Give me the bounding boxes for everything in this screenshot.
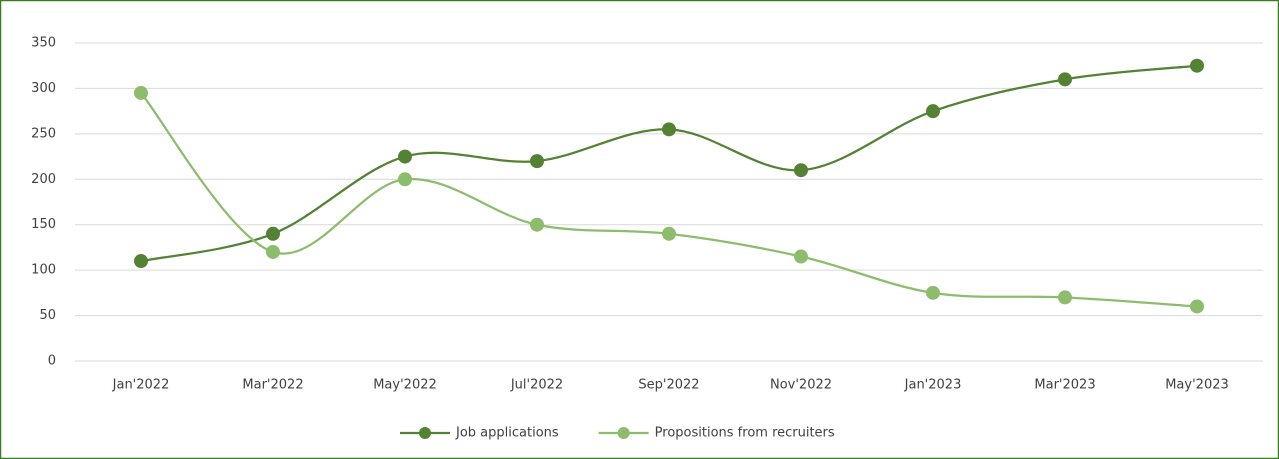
y-tick-label: 150 [31, 217, 56, 232]
data-point [530, 154, 544, 169]
x-tick-label: May'2023 [1165, 378, 1229, 393]
data-point [134, 85, 148, 100]
data-point [398, 149, 412, 164]
legend-label: Propositions from recruiters [655, 426, 835, 441]
data-point [1058, 72, 1072, 87]
y-tick-label: 200 [31, 172, 56, 187]
x-tick-label: Jul'2022 [510, 378, 563, 393]
data-point [794, 249, 808, 264]
y-tick-label: 0 [48, 354, 56, 369]
legend-marker [419, 427, 431, 439]
y-tick-label: 350 [31, 36, 56, 51]
data-point [1190, 58, 1204, 73]
data-point [794, 163, 808, 178]
legend-marker [617, 427, 630, 439]
x-tick-label: Mar'2022 [242, 378, 303, 393]
data-point [266, 226, 280, 241]
data-point [266, 244, 280, 259]
x-tick-label: Nov'2022 [770, 378, 832, 393]
series-line [140, 92, 1198, 308]
data-point [662, 122, 676, 137]
data-point [134, 254, 148, 269]
data-point [398, 172, 412, 187]
y-tick-label: 50 [39, 308, 56, 323]
data-point [926, 104, 940, 119]
data-point [530, 217, 544, 232]
y-tick-label: 250 [31, 126, 56, 141]
data-point [926, 285, 940, 300]
data-point [1058, 290, 1072, 305]
x-tick-label: Jan'2023 [904, 378, 962, 393]
x-tick-label: Mar'2023 [1034, 378, 1095, 393]
data-point [1190, 299, 1204, 314]
y-tick-label: 300 [31, 81, 56, 96]
x-tick-label: May'2022 [373, 378, 437, 393]
x-tick-label: Jan'2022 [112, 378, 170, 393]
y-tick-label: 100 [31, 263, 56, 278]
data-point [662, 226, 676, 241]
x-tick-label: Sep'2022 [638, 378, 699, 393]
legend-label: Job applications [455, 426, 559, 441]
